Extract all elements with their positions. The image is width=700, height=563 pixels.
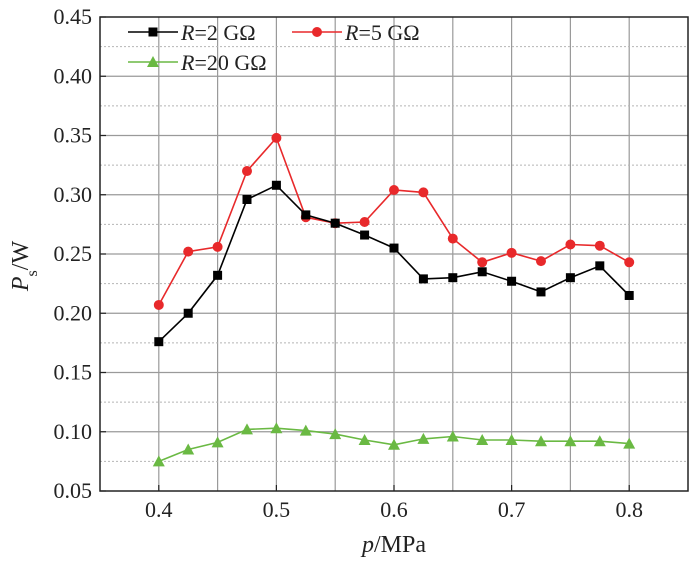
legend-item: R=20 GΩ bbox=[128, 50, 267, 75]
data-point bbox=[536, 287, 546, 297]
y-tick-label: 0.35 bbox=[54, 123, 93, 148]
data-point bbox=[477, 257, 488, 268]
x-tick-label: 0.7 bbox=[498, 497, 526, 522]
data-series bbox=[152, 132, 636, 467]
data-point bbox=[358, 434, 371, 446]
data-point bbox=[360, 230, 370, 240]
data-point bbox=[565, 239, 576, 250]
data-point bbox=[536, 256, 546, 267]
legend: R=2 GΩ R=5 GΩ R=20 GΩ bbox=[128, 20, 420, 75]
data-point bbox=[594, 240, 605, 251]
data-point bbox=[565, 273, 575, 283]
x-axis-var: p bbox=[360, 532, 374, 558]
data-point bbox=[388, 438, 400, 450]
y-axis-var: P bbox=[8, 276, 34, 292]
data-point bbox=[624, 257, 635, 268]
legend-item: R=5 GΩ bbox=[292, 20, 420, 45]
axis-ticks: 0.4 0.5 0.6 0.7 0.8 0.05 0.10 0.15 0.20 0.25 0.30 0… bbox=[54, 4, 643, 522]
x-tick-label: 0.5 bbox=[263, 497, 291, 522]
y-tick-label: 0.40 bbox=[54, 63, 93, 88]
data-point bbox=[447, 233, 458, 244]
data-point bbox=[153, 299, 164, 310]
y-tick-label: 0.25 bbox=[54, 241, 93, 266]
series-square bbox=[154, 180, 634, 347]
data-point bbox=[359, 217, 370, 228]
data-point bbox=[271, 132, 282, 143]
data-point bbox=[389, 185, 399, 196]
data-point bbox=[183, 308, 193, 318]
data-point bbox=[154, 337, 164, 347]
data-point bbox=[301, 210, 311, 220]
data-point bbox=[330, 218, 340, 228]
data-point bbox=[595, 261, 605, 271]
y-axis-unit: /W bbox=[8, 241, 34, 271]
x-axis-unit: /MPa bbox=[374, 532, 426, 558]
legend-marker bbox=[312, 27, 322, 37]
y-tick-label: 0.20 bbox=[54, 300, 93, 325]
y-tick-label: 0.45 bbox=[54, 4, 93, 29]
data-point bbox=[506, 247, 517, 258]
data-point bbox=[417, 432, 430, 444]
legend-label: R=5 GΩ bbox=[344, 20, 420, 45]
data-point bbox=[182, 443, 195, 455]
legend-label: R=2 GΩ bbox=[180, 20, 256, 45]
series-circle bbox=[153, 132, 635, 310]
data-point bbox=[212, 241, 223, 252]
y-tick-label: 0.10 bbox=[54, 419, 93, 444]
x-tick-label: 0.4 bbox=[145, 497, 173, 522]
data-point bbox=[213, 270, 223, 280]
y-tick-label: 0.30 bbox=[54, 182, 93, 207]
data-point bbox=[505, 434, 518, 446]
legend-item: R=2 GΩ bbox=[128, 20, 256, 45]
data-point bbox=[477, 267, 487, 277]
data-point bbox=[271, 180, 281, 190]
y-tick-label: 0.15 bbox=[54, 360, 93, 385]
x-tick-label: 0.8 bbox=[615, 497, 643, 522]
legend-marker bbox=[148, 27, 158, 37]
data-point bbox=[270, 422, 283, 434]
data-point bbox=[418, 274, 428, 284]
data-point bbox=[299, 424, 312, 436]
data-point bbox=[242, 194, 252, 204]
data-point bbox=[242, 166, 252, 177]
data-point bbox=[241, 423, 253, 435]
legend-marker bbox=[147, 56, 159, 67]
data-point bbox=[623, 437, 636, 449]
data-point bbox=[624, 290, 634, 300]
data-point bbox=[476, 434, 489, 446]
data-point bbox=[389, 243, 399, 253]
legend-label: R=20 GΩ bbox=[180, 50, 267, 75]
data-point bbox=[211, 436, 224, 448]
data-point bbox=[564, 435, 577, 447]
data-point bbox=[448, 273, 458, 283]
data-point bbox=[446, 430, 459, 442]
data-point bbox=[535, 435, 547, 447]
data-point bbox=[593, 435, 606, 447]
data-point bbox=[183, 246, 194, 257]
data-point bbox=[418, 187, 429, 198]
y-axis-title: Ps/W bbox=[8, 241, 41, 293]
data-point bbox=[152, 455, 165, 467]
data-point bbox=[507, 276, 517, 286]
series-triangle bbox=[152, 422, 636, 467]
y-tick-label: 0.05 bbox=[54, 478, 93, 503]
x-axis-title: p/MPa bbox=[360, 532, 426, 558]
y-axis-sub: s bbox=[24, 270, 41, 276]
x-tick-label: 0.6 bbox=[380, 497, 408, 522]
data-point bbox=[329, 428, 342, 440]
